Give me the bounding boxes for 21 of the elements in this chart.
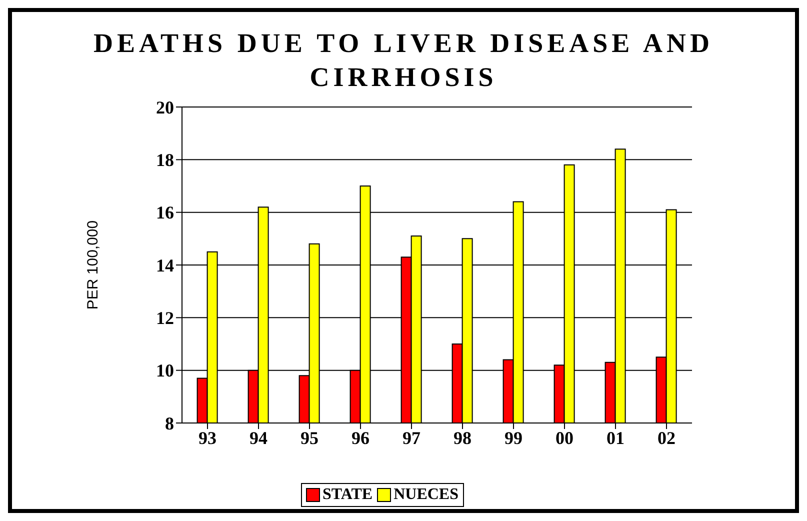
legend-label: NUECES [392, 486, 458, 504]
x-tick-label: 00 [556, 428, 574, 448]
y-tick-label: 20 [156, 97, 174, 118]
y-tick-label: 14 [156, 255, 174, 276]
x-tick-label: 95 [300, 428, 318, 448]
x-tick-label: 99 [504, 428, 522, 448]
x-tick-label: 97 [402, 428, 420, 448]
x-tick-label: 93 [198, 428, 216, 448]
x-tick-label: 94 [250, 428, 268, 448]
x-tick-label: 01 [606, 428, 624, 448]
y-tick-label: 10 [156, 360, 174, 381]
y-tick-label: 16 [156, 202, 174, 223]
chart-title: DEATHS DUE TO LIVER DISEASE AND CIRRHOSIS [92, 27, 714, 94]
y-tick-label: 12 [156, 308, 174, 328]
x-tick-label: 96 [352, 428, 370, 448]
y-tick-label: 18 [156, 150, 174, 170]
x-tick-label: 98 [454, 428, 472, 448]
x-tick-label: 02 [658, 428, 676, 448]
y-axis-title: PER 100,000 [84, 220, 102, 310]
legend-label: STATE [322, 486, 373, 504]
y-tick-label: 8 [165, 413, 174, 434]
